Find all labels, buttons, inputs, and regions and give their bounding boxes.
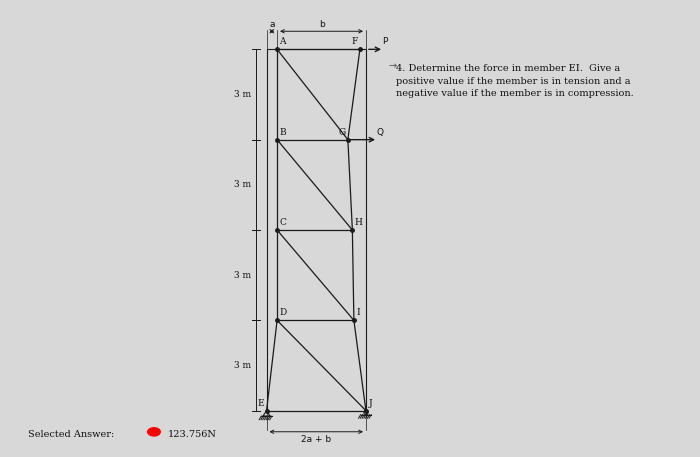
- Text: A: A: [279, 37, 286, 46]
- Text: Q: Q: [377, 128, 384, 137]
- Text: D: D: [279, 308, 286, 317]
- Text: E: E: [258, 399, 264, 408]
- Text: 3 m: 3 m: [234, 181, 251, 189]
- Text: H: H: [355, 218, 363, 227]
- Text: G: G: [339, 128, 346, 137]
- Text: b: b: [318, 20, 324, 29]
- Text: →: →: [389, 61, 397, 71]
- Text: 2a + b: 2a + b: [301, 435, 331, 444]
- Text: B: B: [279, 128, 286, 137]
- Text: F: F: [351, 37, 358, 46]
- Text: 123.756N: 123.756N: [168, 430, 217, 439]
- Text: I: I: [356, 308, 360, 317]
- Text: 3 m: 3 m: [234, 361, 251, 370]
- Text: P: P: [382, 37, 388, 46]
- Text: a: a: [269, 20, 274, 29]
- Text: 4. Determine the force in member EI.  Give a
positive value if the member is in : 4. Determine the force in member EI. Giv…: [396, 64, 634, 98]
- Text: Selected Answer:: Selected Answer:: [28, 430, 114, 439]
- Text: J: J: [368, 399, 372, 408]
- Text: 3 m: 3 m: [234, 90, 251, 99]
- Text: 3 m: 3 m: [234, 271, 251, 280]
- Text: C: C: [279, 218, 286, 227]
